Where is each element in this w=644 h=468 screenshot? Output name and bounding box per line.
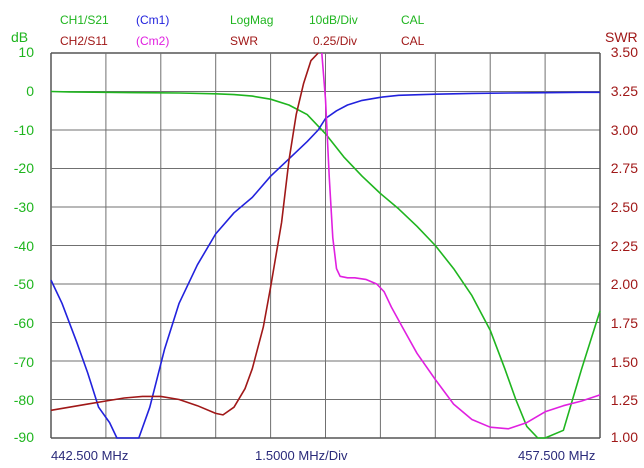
left-tick-label: -60 [13,315,34,331]
left-tick-label: -20 [13,160,34,176]
left-tick-label: -40 [13,238,34,254]
right-tick-label: 3.25 [610,83,638,99]
right-tick-label: 1.50 [610,354,638,370]
ch2-cal: CAL [401,34,425,48]
cm2-trace [321,52,601,430]
left-tick-label: 10 [18,44,34,60]
right-tick-label: 3.50 [610,44,638,60]
ch2-marker: (Cm2) [136,34,170,48]
left-tick-label: 0 [26,83,34,99]
right-tick-label: 1.25 [610,392,638,408]
left-tick-label: -30 [13,199,34,215]
ch2-s11-trace [50,52,319,416]
ch1-name: CH1/S21 [60,13,109,27]
right-tick-label: 2.25 [610,238,638,254]
left-axis-unit: dB [11,29,29,45]
span-per-division: 1.5000 MHz/Div [255,448,348,463]
ch1-marker: (Cm1) [136,13,170,27]
ch1-scale: 10dB/Div [309,13,358,27]
right-tick-label: 3.00 [610,122,638,138]
ch2-name: CH2/S11 [60,34,108,48]
right-tick-label: 2.00 [610,276,638,292]
stop-frequency: 457.500 MHz [518,448,596,463]
right-tick-label: 1.75 [610,315,638,331]
ch1-s21-trace [50,90,601,439]
left-tick-label: -80 [13,392,34,408]
cm1-trace [50,91,600,439]
right-tick-label: 2.50 [610,199,638,215]
start-frequency: 442.500 MHz [51,448,129,463]
traces [50,52,601,439]
left-tick-label: -50 [13,276,34,292]
left-tick-label: -10 [13,122,34,138]
ch2-scale: 0.25/Div [313,34,358,48]
ch1-cal: CAL [401,13,425,27]
left-tick-label: -70 [13,354,34,370]
right-axis-unit: SWR [605,29,638,45]
right-tick-label: 1.00 [610,429,638,445]
ch1-format: LogMag [230,13,274,27]
graticule [50,52,601,439]
ch2-format: SWR [230,34,258,48]
right-tick-label: 2.75 [610,160,638,176]
left-tick-label: -90 [13,429,34,445]
